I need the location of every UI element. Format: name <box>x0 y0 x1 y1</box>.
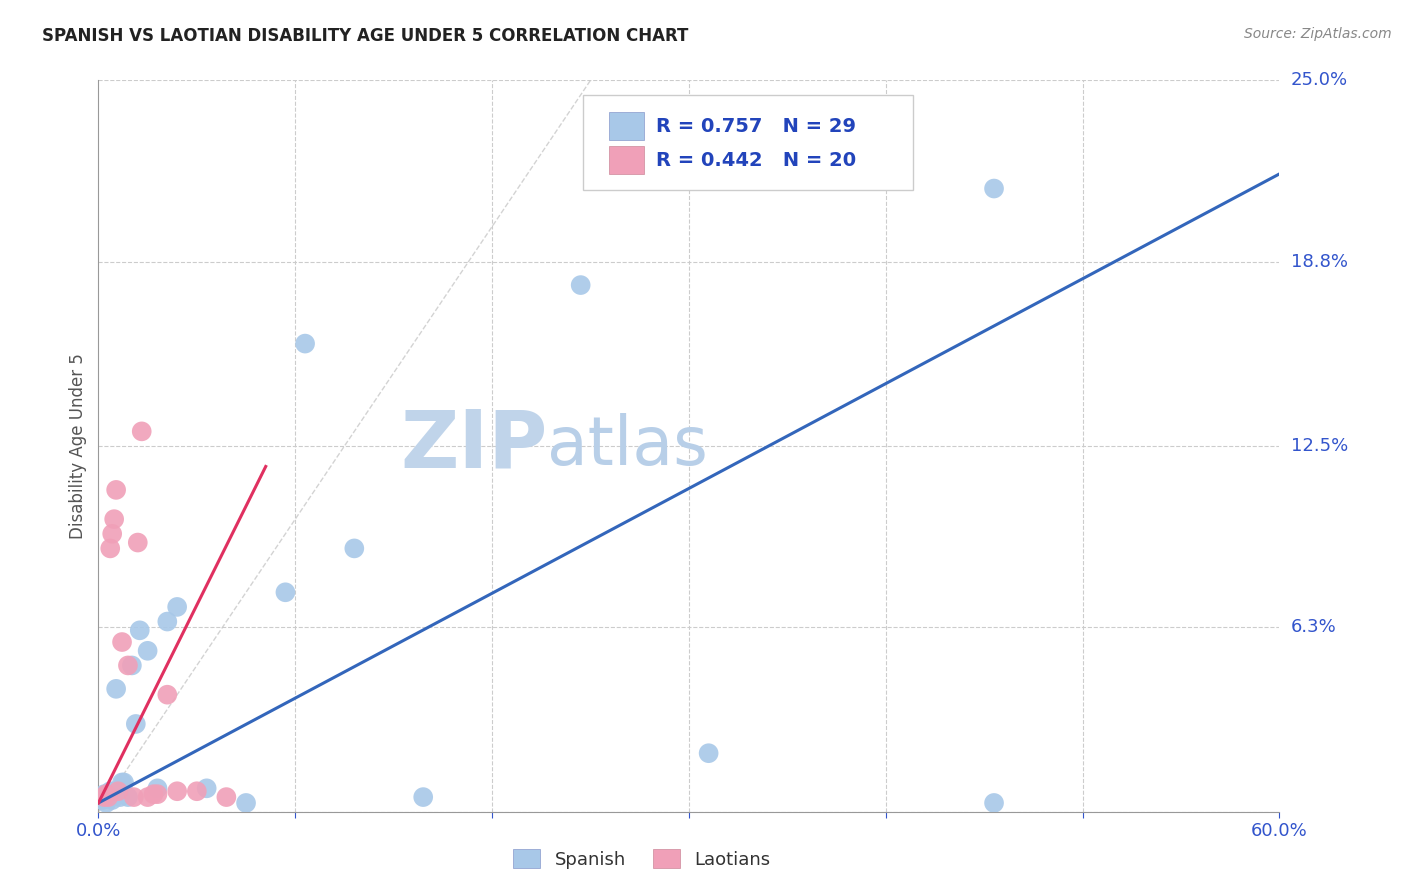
Point <box>122 790 145 805</box>
Text: 18.8%: 18.8% <box>1291 252 1347 270</box>
Text: R = 0.757   N = 29: R = 0.757 N = 29 <box>655 117 856 136</box>
FancyBboxPatch shape <box>609 112 644 140</box>
Point <box>112 775 135 789</box>
Point <box>117 658 139 673</box>
Text: 12.5%: 12.5% <box>1291 437 1348 455</box>
Point <box>101 793 124 807</box>
Point <box>697 746 720 760</box>
Point <box>186 784 208 798</box>
FancyBboxPatch shape <box>582 95 914 190</box>
Point <box>142 787 165 801</box>
Point <box>983 181 1005 195</box>
Point <box>91 793 114 807</box>
Point <box>215 790 238 805</box>
Point <box>412 790 434 805</box>
Point <box>117 790 139 805</box>
Point <box>103 784 125 798</box>
Text: Source: ZipAtlas.com: Source: ZipAtlas.com <box>1244 27 1392 41</box>
Point <box>105 483 128 497</box>
Point <box>98 541 121 556</box>
Point <box>96 787 118 801</box>
Point <box>983 796 1005 810</box>
Point <box>166 599 188 614</box>
Point <box>98 784 121 798</box>
Point <box>111 635 134 649</box>
Text: 6.3%: 6.3% <box>1291 618 1336 636</box>
Point <box>111 775 134 789</box>
Text: SPANISH VS LAOTIAN DISABILITY AGE UNDER 5 CORRELATION CHART: SPANISH VS LAOTIAN DISABILITY AGE UNDER … <box>42 27 689 45</box>
Point <box>127 535 149 549</box>
Point <box>93 790 115 805</box>
Point <box>97 790 120 805</box>
Point <box>569 278 592 293</box>
Point <box>121 658 143 673</box>
Point <box>107 787 129 801</box>
Point <box>156 615 179 629</box>
Point <box>274 585 297 599</box>
Text: atlas: atlas <box>547 413 709 479</box>
Point <box>166 784 188 798</box>
Point <box>101 526 124 541</box>
Point <box>195 781 218 796</box>
Point <box>136 790 159 805</box>
Point <box>125 717 148 731</box>
Point <box>156 688 179 702</box>
FancyBboxPatch shape <box>609 146 644 174</box>
Legend: Spanish, Laotians: Spanish, Laotians <box>506 842 778 876</box>
Point <box>146 781 169 796</box>
Text: 25.0%: 25.0% <box>1291 71 1348 89</box>
Point <box>343 541 366 556</box>
Point <box>96 796 118 810</box>
Text: R = 0.442   N = 20: R = 0.442 N = 20 <box>655 151 856 169</box>
Point <box>105 681 128 696</box>
Text: ZIP: ZIP <box>399 407 547 485</box>
Y-axis label: Disability Age Under 5: Disability Age Under 5 <box>69 353 87 539</box>
Point <box>235 796 257 810</box>
Point <box>103 512 125 526</box>
Point <box>146 787 169 801</box>
Point <box>93 787 115 801</box>
Point <box>128 624 150 638</box>
Point <box>108 790 131 805</box>
Point <box>107 784 129 798</box>
Point <box>131 425 153 439</box>
Point <box>97 790 120 805</box>
Point <box>136 644 159 658</box>
Point <box>294 336 316 351</box>
